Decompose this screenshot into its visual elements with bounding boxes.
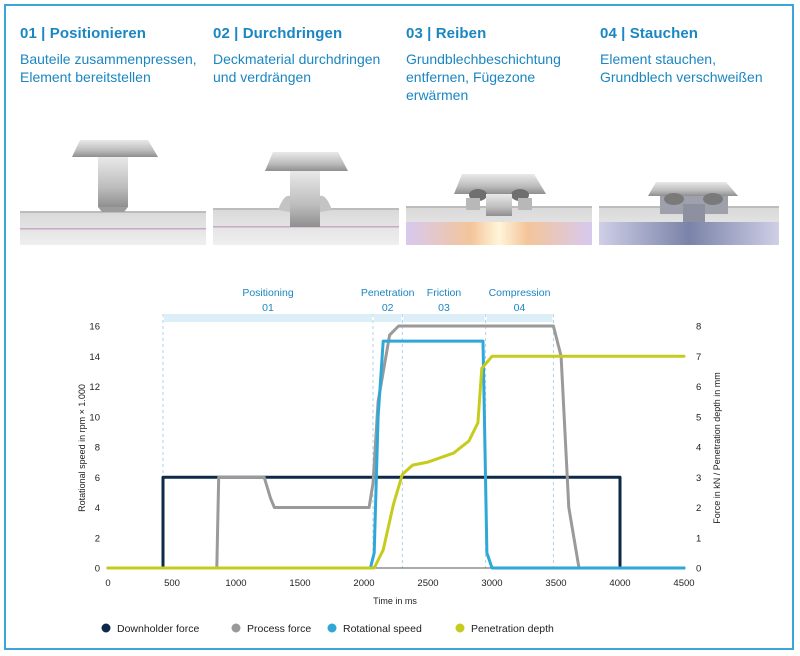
right-axis-ticks: 0 1 2 3 4 5 6 7 8 [696, 322, 701, 575]
left-axis-ticks: 0 2 4 6 8 10 12 14 16 [89, 322, 100, 575]
legend-label: Penetration depth [471, 623, 554, 635]
left-tick-label: 6 [95, 473, 100, 484]
left-tick-label: 12 [89, 382, 100, 393]
left-tick-label: 4 [95, 503, 100, 514]
x-tick-label: 4500 [673, 578, 694, 589]
left-tick-label: 16 [89, 322, 100, 333]
step-04: 04 | Stauchen Element stauchen, Grundble… [600, 24, 790, 86]
right-tick-label: 2 [696, 503, 701, 514]
illustration-friction [406, 174, 592, 245]
step-description: Bauteile zusammenpressen, Element bereit… [20, 51, 197, 85]
left-tick-label: 2 [95, 533, 100, 544]
x-tick-label: 4000 [609, 578, 630, 589]
step-description: Deckmaterial durchdringen und verdrängen [213, 51, 381, 85]
left-tick-label: 0 [95, 564, 100, 575]
phase-band [373, 314, 402, 322]
right-tick-label: 4 [696, 443, 701, 454]
phase-guides [162, 314, 554, 568]
x-tick-label: 2000 [353, 578, 374, 589]
x-tick-label: 1000 [225, 578, 246, 589]
phase-number: 02 [382, 302, 394, 314]
step-description: Grundblechbeschichtung entfernen, Fügezo… [406, 51, 561, 103]
phase-band [164, 314, 372, 322]
series-line-rotational-speed [106, 339, 686, 570]
x-tick-label: 500 [164, 578, 180, 589]
x-tick-label: 0 [105, 578, 110, 589]
illustration-compression [599, 182, 779, 245]
right-tick-label: 8 [696, 322, 701, 333]
phase-name: Positioning [242, 287, 294, 299]
phase-band [403, 314, 485, 322]
legend-swatch [455, 623, 465, 633]
x-axis-label: Time in ms [373, 596, 417, 606]
x-tick-label: 3000 [481, 578, 502, 589]
illustration-positioning [20, 140, 206, 245]
step-title: 03 | Reiben [406, 25, 487, 42]
right-tick-label: 1 [696, 533, 701, 544]
step-title: 01 | Positionieren [20, 25, 147, 42]
illustration-penetration [213, 152, 399, 245]
right-tick-label: 3 [696, 473, 701, 484]
phase-name: Penetration [361, 287, 415, 299]
left-tick-label: 10 [89, 412, 100, 423]
legend-label: Rotational speed [343, 623, 422, 635]
right-tick-label: 7 [696, 352, 701, 363]
step-title: 02 | Durchdringen [213, 25, 343, 42]
legend-swatch [101, 623, 111, 633]
phase-name: Compression [489, 287, 551, 299]
legend-label: Process force [247, 623, 311, 635]
process-illustrations [20, 140, 779, 245]
phase-number: 03 [438, 302, 450, 314]
legend: Downholder force Process force Rotational … [101, 623, 554, 635]
step-description: Element stauchen, Grundblech verschweiße… [600, 51, 763, 85]
x-tick-label: 3500 [545, 578, 566, 589]
step-02: 02 | Durchdringen Deckmaterial durchdrin… [213, 24, 403, 86]
right-tick-label: 6 [696, 382, 701, 393]
x-tick-label: 1500 [289, 578, 310, 589]
series-line-process-force [215, 324, 581, 570]
right-axis-label: Force in kN / Penetration depth in mm [712, 372, 722, 524]
step-03: 03 | Reiben Grundblechbeschichtung entfe… [406, 24, 596, 104]
phase-number: 01 [262, 302, 274, 314]
step-01: 01 | Positionieren Bauteile zusammenpres… [20, 24, 210, 86]
phase-number: 04 [514, 302, 526, 314]
legend-swatch [327, 623, 337, 633]
right-tick-label: 5 [696, 412, 701, 423]
left-axis-label: Rotational speed in rpm × 1.000 [77, 384, 87, 512]
phase-band [486, 314, 553, 322]
x-tick-label: 2500 [417, 578, 438, 589]
series-lines [106, 324, 686, 570]
left-tick-label: 8 [95, 443, 100, 454]
right-tick-label: 0 [696, 564, 701, 575]
phase-annotations: Positioning 01 Penetration 02 Friction 03 Comp… [164, 287, 553, 322]
legend-label: Downholder force [117, 623, 199, 635]
step-title: 04 | Stauchen [600, 25, 699, 42]
x-axis-ticks: 0 500 1000 1500 2000 2500 3000 3500 4000 4500 [105, 578, 694, 589]
left-tick-label: 14 [89, 352, 100, 363]
phase-name: Friction [427, 287, 462, 299]
legend-swatch [231, 623, 241, 633]
series-line-penetration-depth [106, 354, 686, 570]
